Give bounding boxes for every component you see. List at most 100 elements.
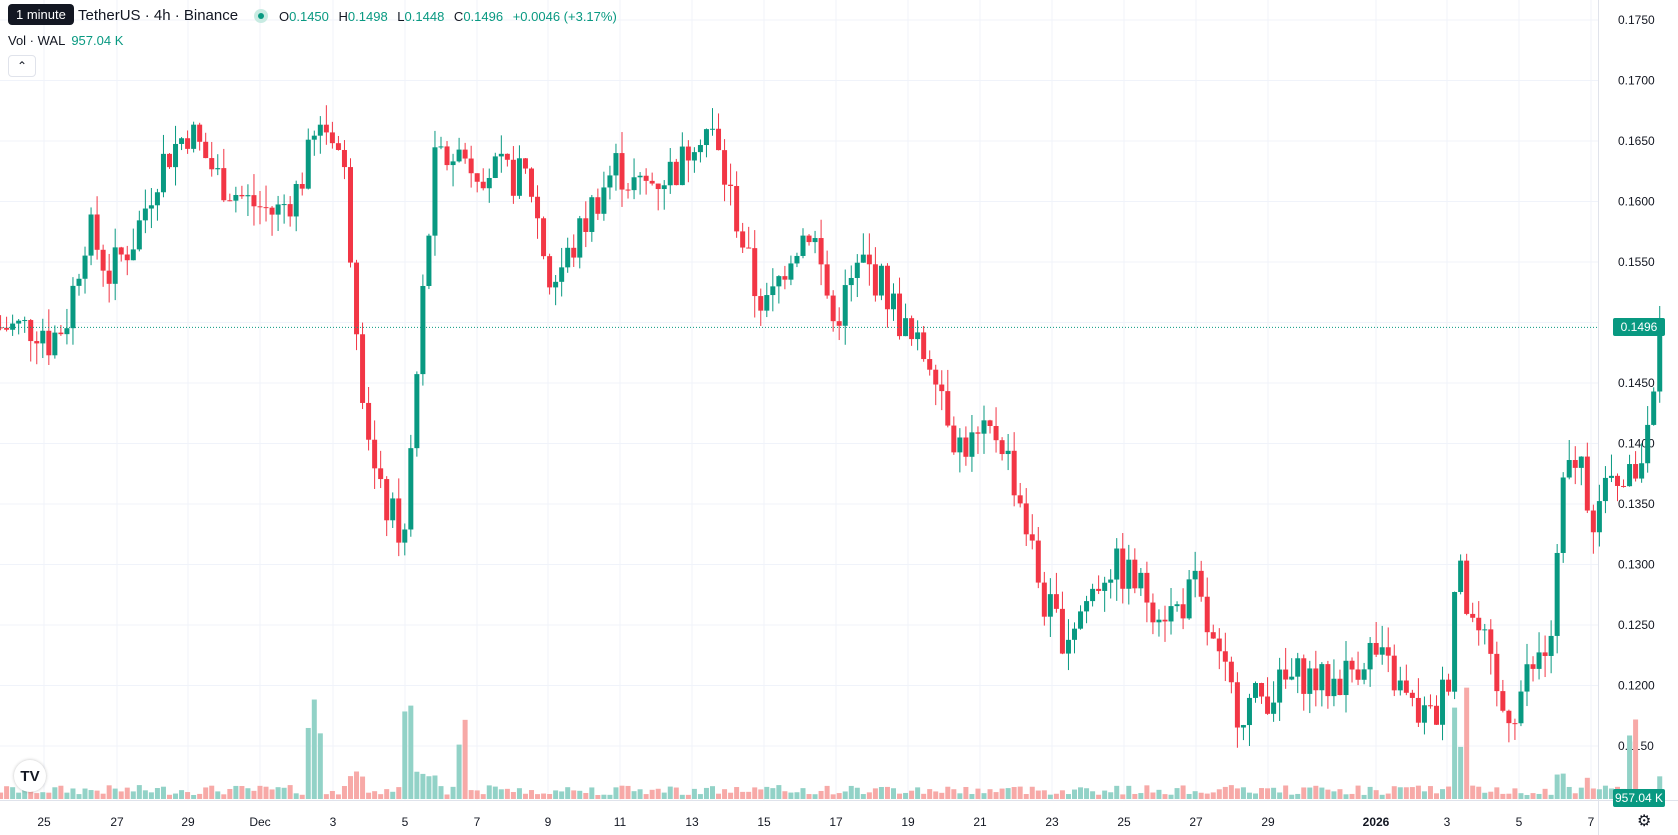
price-tick-label: 0.1200 bbox=[1618, 679, 1655, 693]
volume-bar bbox=[951, 789, 957, 799]
candle-body bbox=[643, 175, 649, 181]
candle-body bbox=[1041, 582, 1047, 617]
volume-bar bbox=[28, 785, 34, 799]
volume-bar bbox=[649, 789, 655, 799]
volume-bar bbox=[1518, 793, 1524, 799]
candle-body bbox=[1132, 559, 1138, 589]
candle-body bbox=[450, 161, 456, 166]
candle-body bbox=[335, 143, 341, 150]
candle-body bbox=[82, 255, 88, 279]
candle-body bbox=[589, 197, 595, 232]
collapse-legend-button[interactable]: ⌃ bbox=[8, 55, 36, 77]
candle-body bbox=[160, 153, 166, 193]
candle-body bbox=[438, 146, 444, 148]
volume-bar bbox=[1011, 787, 1017, 799]
volume-bar bbox=[100, 793, 106, 799]
candle-body bbox=[1222, 651, 1228, 662]
volume-bar bbox=[595, 794, 601, 799]
volume-label: Vol · WAL bbox=[8, 33, 66, 48]
volume-bar bbox=[323, 794, 329, 799]
candle-body bbox=[764, 295, 770, 311]
price-tick-label: 0.1300 bbox=[1618, 558, 1655, 572]
tradingview-logo-icon[interactable]: TV bbox=[14, 760, 46, 792]
market-status-icon[interactable] bbox=[254, 9, 268, 23]
candle-body bbox=[179, 138, 185, 144]
candle-body bbox=[842, 285, 848, 326]
volume-bar bbox=[378, 794, 384, 799]
candle-body bbox=[516, 158, 522, 196]
volume-bar bbox=[233, 785, 239, 799]
volume-bar bbox=[1283, 785, 1289, 799]
time-tick-label: 25 bbox=[37, 815, 51, 829]
volume-bar bbox=[854, 787, 860, 799]
candle-body bbox=[1518, 691, 1524, 724]
volume-bar bbox=[360, 776, 366, 799]
volume-bar bbox=[52, 787, 58, 799]
candle-body bbox=[649, 180, 655, 184]
volume-bar bbox=[1403, 787, 1409, 799]
volume-bar bbox=[329, 790, 335, 799]
candle-body bbox=[1530, 664, 1536, 669]
candle-body bbox=[130, 249, 136, 261]
volume-bar bbox=[752, 787, 758, 799]
time-tick-label: 3 bbox=[330, 815, 337, 829]
volume-bar bbox=[1373, 790, 1379, 799]
volume-bar bbox=[1150, 792, 1156, 799]
volume-bar bbox=[1180, 785, 1186, 799]
volume-bar bbox=[637, 789, 643, 799]
candle-body bbox=[432, 147, 438, 236]
volume-bar bbox=[46, 792, 52, 799]
time-tick-label: Dec bbox=[249, 815, 270, 829]
volume-bar bbox=[685, 794, 691, 799]
symbol-title[interactable]: TetherUS · 4h · Binance bbox=[78, 7, 239, 24]
volume-bar bbox=[1252, 793, 1258, 799]
volume-bar bbox=[1023, 794, 1029, 799]
volume-bar bbox=[498, 789, 504, 799]
candle-body bbox=[203, 141, 209, 159]
volume-bar bbox=[1608, 788, 1614, 799]
candle-body bbox=[191, 124, 197, 149]
volume-bar bbox=[311, 699, 317, 799]
candle-body bbox=[812, 238, 818, 243]
volume-bar bbox=[287, 785, 293, 799]
candle-body bbox=[703, 129, 709, 146]
candle-body bbox=[866, 254, 872, 265]
volume-bar bbox=[528, 790, 534, 799]
volume-bar bbox=[10, 787, 16, 799]
volume-bar bbox=[553, 790, 559, 799]
volume-bar bbox=[746, 791, 752, 799]
price-tick-label: 0.1600 bbox=[1618, 195, 1655, 209]
volume-bar bbox=[1289, 794, 1295, 799]
candle-body bbox=[945, 391, 951, 426]
volume-bar bbox=[22, 790, 28, 799]
candle-body bbox=[498, 153, 504, 157]
volume-bar bbox=[1186, 793, 1192, 799]
candle-body bbox=[1047, 594, 1053, 617]
volume-bar bbox=[842, 791, 848, 799]
volume-bar bbox=[1337, 789, 1343, 799]
volume-bar bbox=[987, 789, 993, 799]
candle-body bbox=[535, 196, 541, 219]
time-tick-label: 23 bbox=[1045, 815, 1059, 829]
candle-body bbox=[746, 247, 752, 249]
candle-body bbox=[884, 265, 890, 310]
candle-body bbox=[414, 374, 420, 449]
volume-bar bbox=[1168, 794, 1174, 799]
candle-body bbox=[408, 448, 414, 530]
volume-bar bbox=[245, 788, 251, 799]
volume-bar bbox=[1041, 790, 1047, 799]
settings-gear-icon[interactable]: ⚙ bbox=[1637, 813, 1652, 830]
time-tick-label: 5 bbox=[402, 815, 409, 829]
candle-body bbox=[794, 255, 800, 264]
candle-body bbox=[263, 207, 269, 209]
volume-bar bbox=[571, 790, 577, 799]
volume-bar bbox=[589, 787, 595, 799]
candle-body bbox=[269, 207, 275, 215]
volume-legend: Vol · WAL 957.04 K bbox=[8, 33, 123, 48]
candle-body bbox=[1488, 629, 1494, 654]
volume-bar bbox=[1578, 787, 1584, 799]
volume-bar bbox=[716, 793, 722, 799]
volume-bar bbox=[607, 794, 613, 799]
candle-body bbox=[1645, 424, 1651, 464]
